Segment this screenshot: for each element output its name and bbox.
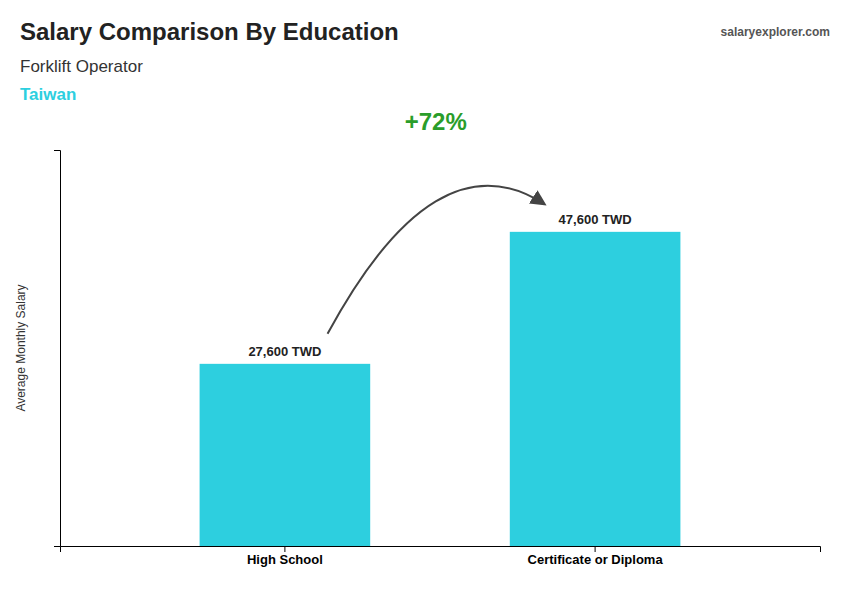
data-label: 47,600 TWD: [559, 212, 632, 227]
subtitle: Forklift Operator: [20, 57, 143, 76]
bar: [200, 364, 371, 546]
x-tick: High School: [247, 546, 323, 567]
change-arrow: [328, 186, 544, 334]
annotation: +72%: [405, 108, 467, 135]
plot: High School Certificate or Diploma 27,600 …: [54, 108, 821, 567]
bar: [510, 232, 681, 546]
annotation: Taiwan: [20, 85, 76, 104]
annotation: salaryexplorer.com: [721, 25, 830, 39]
bars: [200, 232, 681, 546]
x-tick-label: High School: [247, 552, 323, 567]
chart: Salary Comparison By Education Forklift O…: [0, 0, 850, 606]
x-tick-label: Certificate or Diploma: [528, 552, 664, 567]
y-axis-line: [54, 151, 61, 547]
x-tick-mark: [595, 546, 596, 552]
y-axis: [54, 151, 61, 547]
data-labels: 27,600 TWD 47,600 TWD: [248, 212, 631, 359]
x-axis: High School Certificate or Diploma: [61, 546, 821, 567]
x-tick: Certificate or Diploma: [528, 546, 664, 567]
x-tick-mark: [284, 546, 285, 552]
x-axis-line: [61, 547, 821, 553]
y-axis-title: Average Monthly Salary: [14, 284, 28, 411]
data-label: 27,600 TWD: [248, 344, 321, 359]
title: Salary Comparison By Education: [20, 18, 399, 45]
